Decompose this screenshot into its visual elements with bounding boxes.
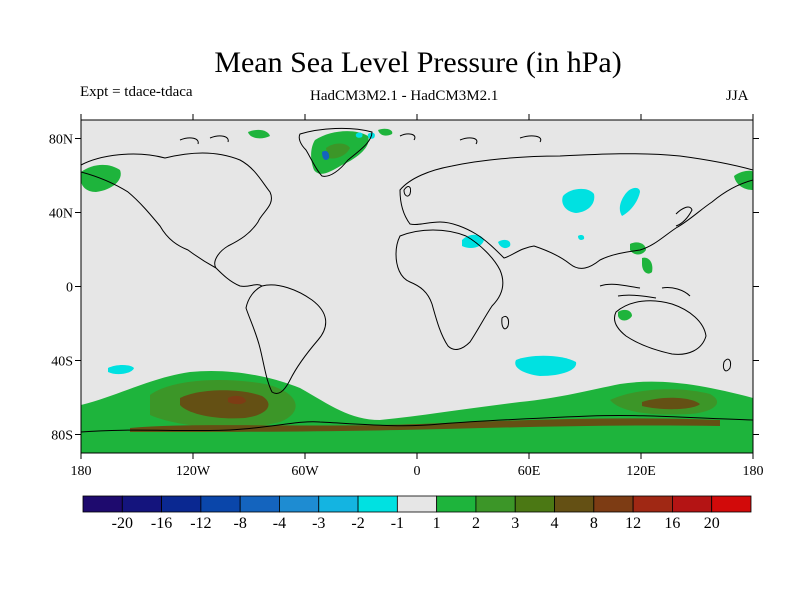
lat-tick-label: 80N [49,133,73,148]
coast-north-america [81,152,272,269]
coast-antarctica [81,414,753,433]
coast-australia [613,300,707,355]
greenland-positive-2 [326,143,350,159]
colorbar-swatch [554,495,595,513]
latitude-axis: 80N 40N 0 40S 80S [49,133,759,444]
south-pacific-level4 [180,390,269,419]
colorbar-label: 16 [664,515,680,532]
coast-greenland [298,127,373,177]
colorbar-label: 3 [511,515,519,532]
lat-tick-label: 40S [51,355,73,370]
colorbar-swatch [239,495,280,513]
indian-sector-level4 [642,397,700,410]
colorbar-label: -8 [234,515,247,532]
longitude-axis: 180 120W 60W 0 60E 120E 180 [71,114,764,479]
colorbar-swatch [396,495,438,513]
experiment-label: Expt = tdace-tdaca [80,84,193,100]
colorbar-swatch [357,495,398,513]
south-pacific-level8 [228,395,246,405]
china-positive [630,242,646,255]
coast-central-america [215,267,263,287]
colorbar-swatch [593,495,634,513]
colorbar-label: 12 [625,515,641,532]
coast-indonesia [599,283,691,299]
models-label: HadCM3M2.1 - HadCM3M2.1 [310,88,499,104]
lat-tick-label: 0 [66,281,73,296]
season-label: JJA [726,88,749,104]
greenland-negative [322,150,330,160]
colorbar-swatch [672,495,713,513]
east-asia-negative [619,187,640,216]
coast-madagascar [501,315,509,330]
coast-new-zealand [723,358,731,372]
australia-positive [618,309,632,321]
arctic-cyan-1 [355,132,363,138]
field-shading [81,128,753,453]
colorbar-label: 2 [472,515,480,532]
arctic-green-1 [248,129,270,139]
colorbar-swatch [82,495,123,513]
arabia-negative [498,239,511,249]
lon-tick-label: 60W [291,464,319,479]
south-atlantic-negative [515,355,577,376]
coast-south-america [245,284,327,394]
tibet-negative [578,235,585,240]
colorbar-swatch [279,495,320,513]
east-siberia-positive [734,170,753,190]
colorbar-label: -20 [112,515,133,532]
colorbar-swatch [436,495,477,513]
colorbar-label: -2 [351,515,364,532]
colorbar-label: 8 [590,515,598,532]
lon-tick-label: 60E [518,464,541,479]
colorbar-label: -4 [273,515,286,532]
lat-tick-label: 80S [51,429,73,444]
coastlines [81,127,753,433]
colorbar-swatch [632,495,673,513]
page-title: Mean Sea Level Pressure (in hPa) [214,46,622,79]
colorbar-swatch [475,495,516,513]
south-pacific-negative [108,365,134,375]
colorbar-label: -3 [312,515,325,532]
colorbar-label: -16 [151,515,172,532]
lon-tick-label: 120W [176,464,211,479]
colorbar-label: 20 [704,515,720,532]
colorbar-label: 4 [551,515,559,532]
coast-eurasia [399,153,753,269]
colorbar-swatch [318,495,359,513]
colorbar-swatch [161,495,202,513]
coast-arctic-islands [179,133,542,145]
colorbar: -20 -16 -12 -8 -4 -3 -2 -1 1 2 3 4 8 12 16 20 [82,495,752,532]
colorbar-label: -12 [190,515,211,532]
lon-tick-label: 120E [626,464,656,479]
lat-tick-label: 40N [49,207,73,222]
colorbar-label: 1 [433,515,441,532]
arctic-green-2 [378,128,393,136]
colorbar-swatch [514,495,555,513]
colorbar-label: -1 [391,515,404,532]
colorbar-swatch [200,495,241,513]
coast-africa [395,229,504,350]
philippines-positive [642,257,653,274]
lon-tick-label: 180 [71,464,92,479]
colorbar-swatch [711,495,752,513]
colorbar-swatch [121,495,162,513]
lon-tick-label: 180 [743,464,764,479]
coast-uk [403,186,411,197]
lon-tick-label: 0 [414,464,421,479]
coast-japan [675,206,693,227]
central-asia-negative [562,188,595,213]
